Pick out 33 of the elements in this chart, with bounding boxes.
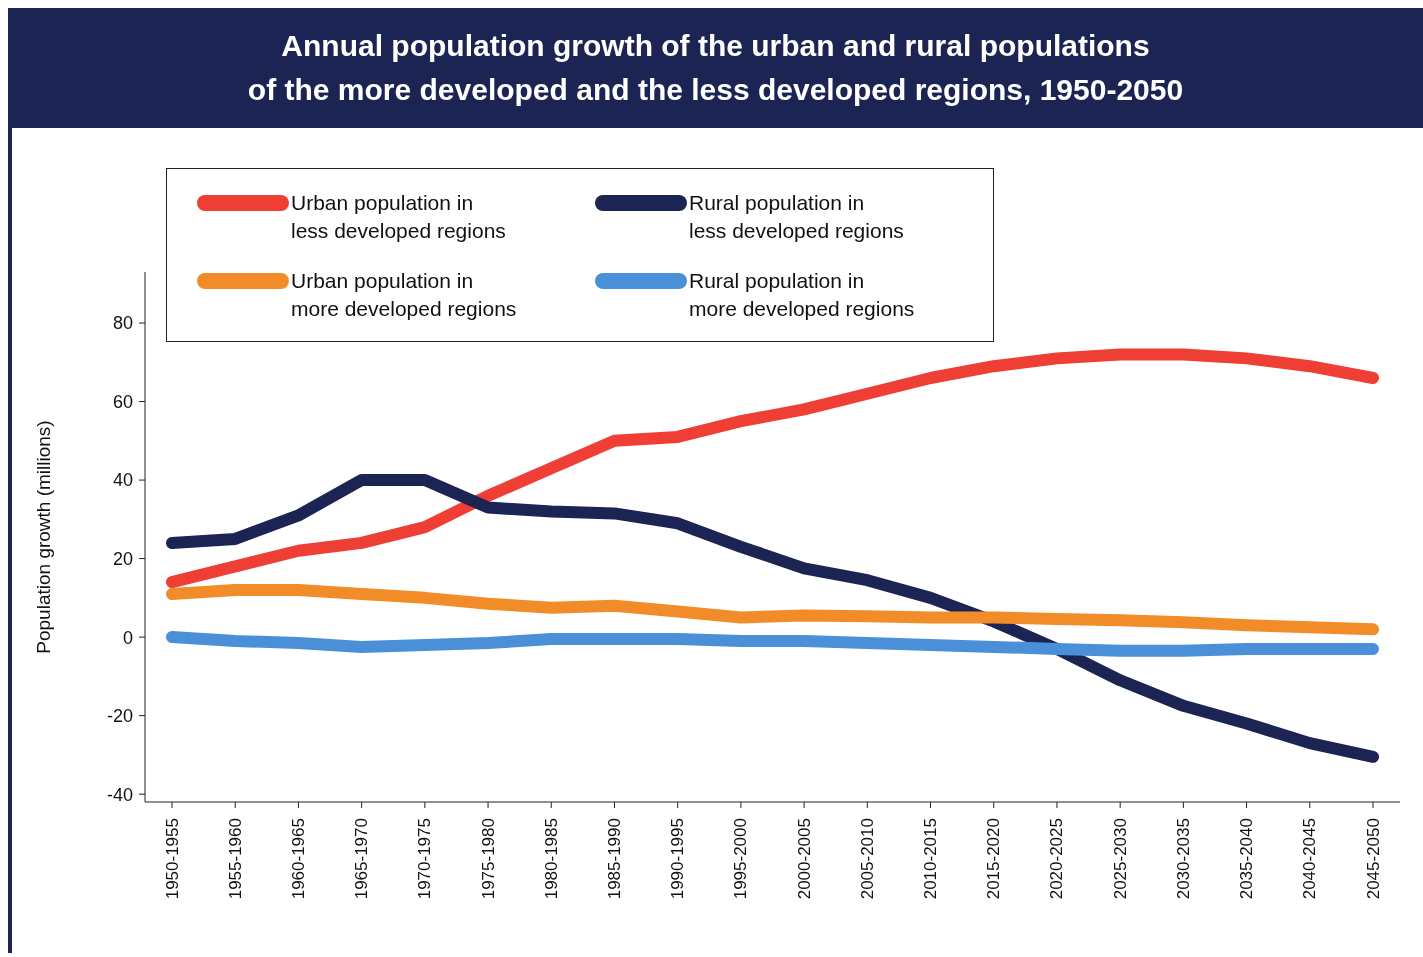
- x-tick-label: 1950-1955: [162, 818, 182, 900]
- x-tick-label: 2000-2005: [794, 818, 814, 900]
- x-tick-label: 2010-2015: [921, 818, 941, 900]
- x-tick-label: 1965-1970: [352, 818, 372, 900]
- x-tick-label: 1975-1980: [478, 818, 498, 900]
- y-tick-label: 80: [112, 313, 133, 334]
- x-tick-label: 2030-2035: [1173, 818, 1193, 900]
- y-tick-label: 60: [112, 391, 133, 412]
- x-tick-label: 2025-2030: [1110, 818, 1130, 900]
- x-tick-label: 1960-1965: [288, 818, 308, 900]
- x-tick-label: 2020-2025: [1047, 818, 1067, 900]
- y-tick-label: 0: [122, 627, 133, 648]
- x-tick-label: 1980-1985: [541, 818, 561, 900]
- x-tick-label: 1990-1995: [668, 818, 688, 900]
- x-tick-label: 1995-2000: [731, 818, 751, 900]
- legend-label: Urban population in less developed regions: [291, 190, 506, 244]
- y-tick-label: -20: [106, 706, 133, 727]
- x-tick-label: 2005-2010: [857, 818, 877, 900]
- x-tick-label: 2040-2045: [1300, 818, 1320, 900]
- x-tick-label: 2045-2050: [1363, 818, 1383, 900]
- x-tick-label: 1955-1960: [225, 818, 245, 900]
- y-tick-label: 40: [112, 470, 133, 491]
- legend-label: Rural population in more developed regions: [689, 268, 915, 322]
- y-tick-label: 20: [112, 548, 133, 569]
- x-tick-label: 2035-2040: [1237, 818, 1257, 900]
- legend-label: Urban population in more developed regions: [291, 268, 517, 322]
- chart-title: Annual population growth of the urban and rural populations of the more developed and the less developed regions, 1950-2050: [8, 8, 1423, 128]
- y-axis-title: Population growth (millions): [32, 420, 54, 654]
- x-tick-label: 2015-2020: [984, 818, 1004, 900]
- y-tick-label: -40: [106, 784, 133, 805]
- x-tick-label: 1985-1990: [604, 818, 624, 900]
- x-tick-label: 1970-1975: [415, 818, 435, 900]
- legend-label: Rural population in less developed regions: [689, 190, 904, 244]
